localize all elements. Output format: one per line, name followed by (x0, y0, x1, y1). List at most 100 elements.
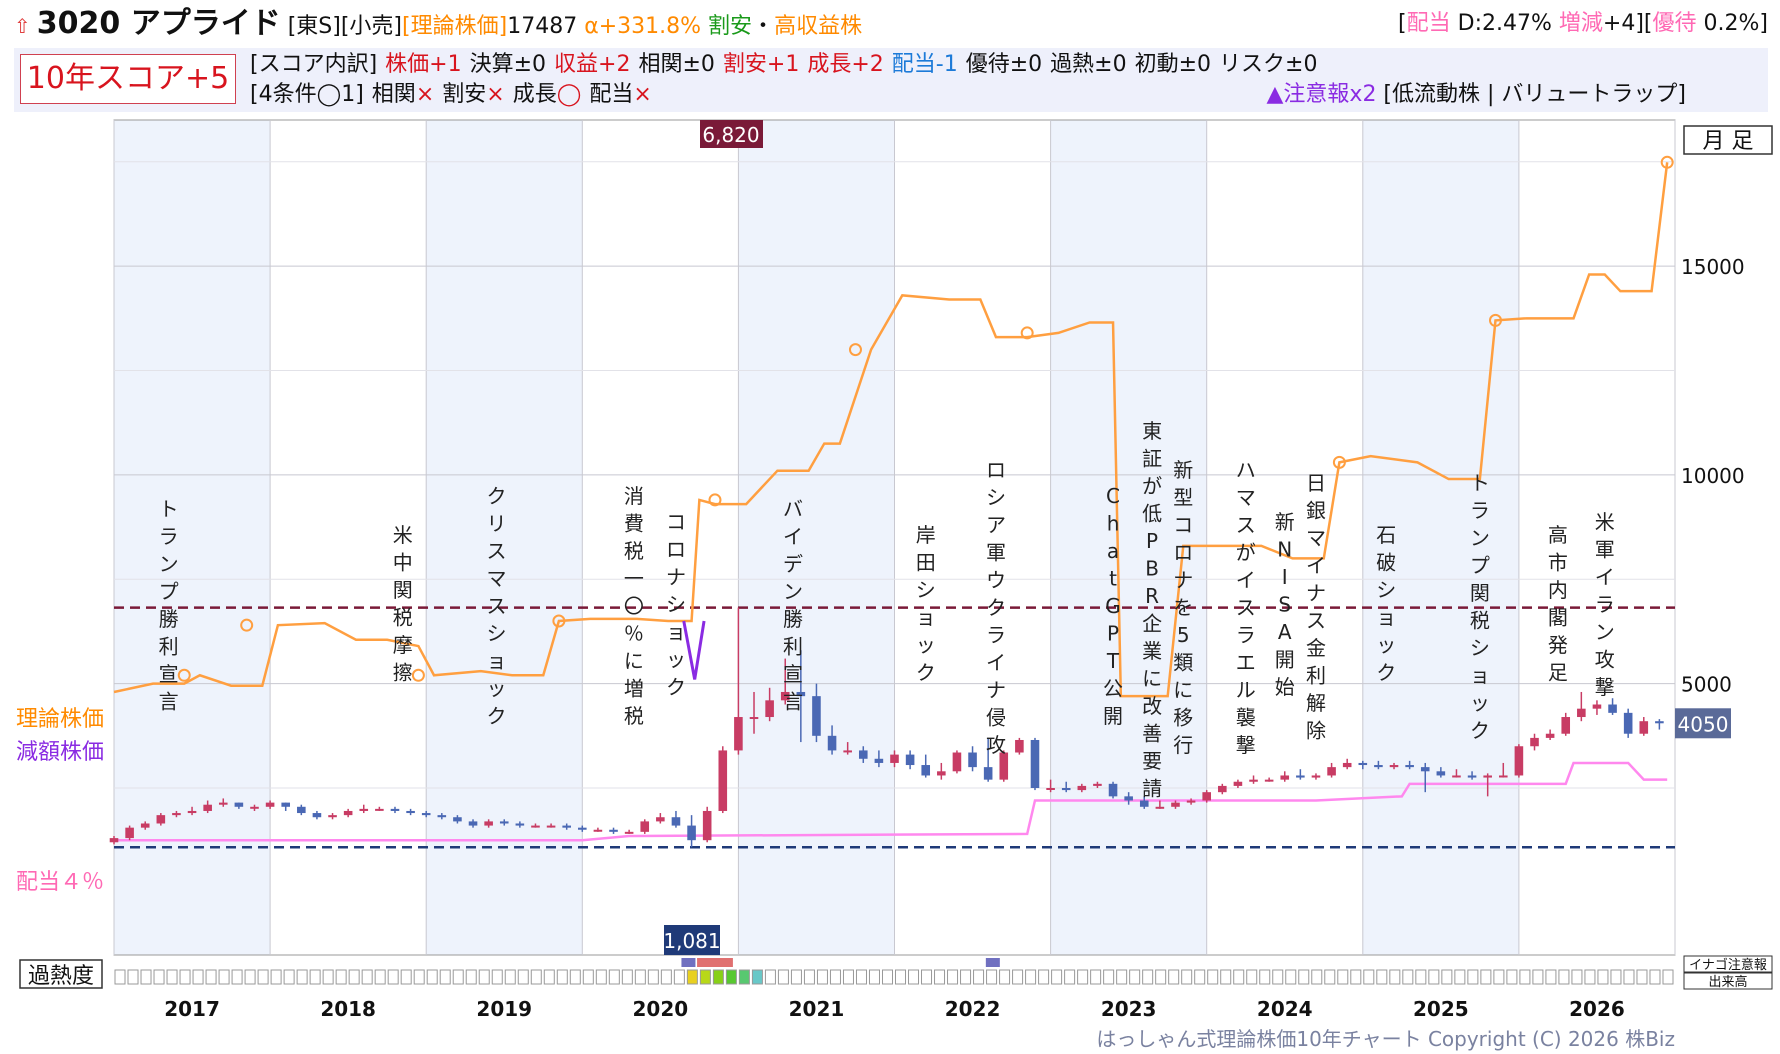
change-value: +4][ (1602, 11, 1653, 36)
overheat-cell (1207, 969, 1219, 985)
overheat-cell (842, 969, 854, 985)
event-char: ッ (1470, 691, 1490, 715)
breakdown-label: [スコア内訳] (250, 52, 378, 77)
event-char: ト (159, 497, 179, 521)
event-label: 石破ショック (1376, 523, 1396, 685)
event-char: 税 (1470, 609, 1490, 633)
event-char: コ (666, 510, 686, 534)
event-char: に (624, 649, 644, 673)
condition-mark: × (415, 82, 435, 107)
candle-body (265, 802, 275, 807)
event-char: ョ (916, 606, 936, 630)
event-char: 米 (393, 523, 413, 547)
candle-body (890, 754, 899, 763)
theory-marker (1020, 326, 1034, 340)
header-title-row: ⇧ 3020 アプライド [東S][小売][理論株価]17487 α+331.8%… (14, 4, 862, 44)
overheat-cell (1415, 969, 1427, 985)
dividend-label: 配当 (1406, 11, 1451, 36)
overheat-cell (374, 969, 386, 985)
dividend-4pct-line (114, 761, 1668, 842)
event-label: コロナショック (666, 510, 686, 699)
event-char: シ (1470, 636, 1490, 660)
candle-body (468, 821, 478, 826)
overheat-cell (960, 969, 972, 985)
dividend-summary: [配当 D:2.47% 増減+4][優待 0.2%] (1398, 4, 1768, 44)
event-char: ッ (486, 677, 506, 701)
year-label: 2022 (945, 997, 1001, 1021)
candle-body (656, 817, 665, 822)
candle-body (499, 821, 509, 824)
candle-body (1093, 783, 1102, 786)
candle-body (1530, 737, 1539, 747)
year-label: 2021 (789, 997, 845, 1021)
overheat-cell (686, 969, 698, 985)
overheat-cell (153, 969, 165, 985)
event-char: 利 (159, 635, 179, 659)
candle-body (328, 815, 337, 818)
condition-mark: × (633, 82, 652, 107)
signal-marker (718, 958, 733, 967)
event-char: 東 (1142, 419, 1162, 443)
overheat-cell (491, 969, 503, 985)
event-char: シ (986, 486, 1006, 510)
event-char: 除 (1306, 719, 1326, 743)
overheat-cell (816, 969, 828, 985)
year-label: 2024 (1257, 997, 1313, 1021)
overheat-cell (1038, 969, 1050, 985)
candle-body (1655, 721, 1664, 724)
overheat-cell (986, 969, 998, 985)
overheat-cell (1051, 969, 1063, 985)
overheat-cell (1285, 969, 1297, 985)
event-char: 新 (1173, 458, 1193, 482)
overheat-cell (1454, 969, 1466, 985)
event-char: ハ (1236, 458, 1256, 482)
candle-body (1420, 767, 1430, 772)
candle-body (1264, 779, 1274, 782)
candle-body (765, 700, 774, 718)
candle-body (484, 821, 493, 826)
overheat-cell (1077, 969, 1089, 985)
score-item: リスク±0 (1219, 52, 1318, 77)
overheat-cell (647, 969, 659, 985)
event-label: 消費税一〇％に増税 (624, 484, 644, 728)
event-char: 利 (1306, 664, 1326, 688)
event-char: ％ (624, 622, 644, 646)
candle-body (421, 813, 431, 816)
overheat-cell (309, 969, 321, 985)
overheat-cell (452, 969, 464, 985)
theory-marker (1488, 313, 1502, 327)
overheat-cell (1064, 969, 1076, 985)
event-label: クリスマスショック (486, 484, 506, 728)
event-char: 利 (783, 635, 803, 659)
event-char: マ (486, 567, 506, 591)
overheat-cell (1402, 969, 1414, 985)
overheat-cell (712, 969, 724, 985)
volume-legend-label: 出来高 (1708, 974, 1747, 990)
event-char: 中 (393, 551, 413, 575)
event-label: 東証が低 P B R 企業に改善要請 (1142, 419, 1162, 801)
y-tick-label: 15000 (1681, 255, 1745, 279)
overheat-cell (1389, 969, 1401, 985)
high-profit-badge: 高収益株 (774, 14, 863, 39)
overheat-cell (1103, 969, 1115, 985)
event-label: 米中関税摩擦 (393, 523, 413, 685)
overheat-cell (530, 969, 542, 985)
period-box (1683, 125, 1773, 155)
candle-body (1467, 775, 1477, 778)
event-char: t (1109, 567, 1117, 591)
event-char: リ (486, 512, 506, 536)
overheat-cell (1142, 969, 1154, 985)
candle-body (250, 806, 259, 809)
overheat-cell (1298, 969, 1310, 985)
overheat-cell (1350, 969, 1362, 985)
candle-body (1374, 765, 1383, 768)
condition-mark: ◯ (556, 82, 582, 107)
event-char: ラ (1595, 593, 1615, 617)
event-char: 増 (624, 677, 644, 701)
overheat-cell (660, 969, 672, 985)
event-char: 費 (624, 512, 644, 536)
event-char: ス (1236, 513, 1256, 537)
candle-body (562, 825, 571, 828)
event-char: に (1142, 667, 1162, 691)
